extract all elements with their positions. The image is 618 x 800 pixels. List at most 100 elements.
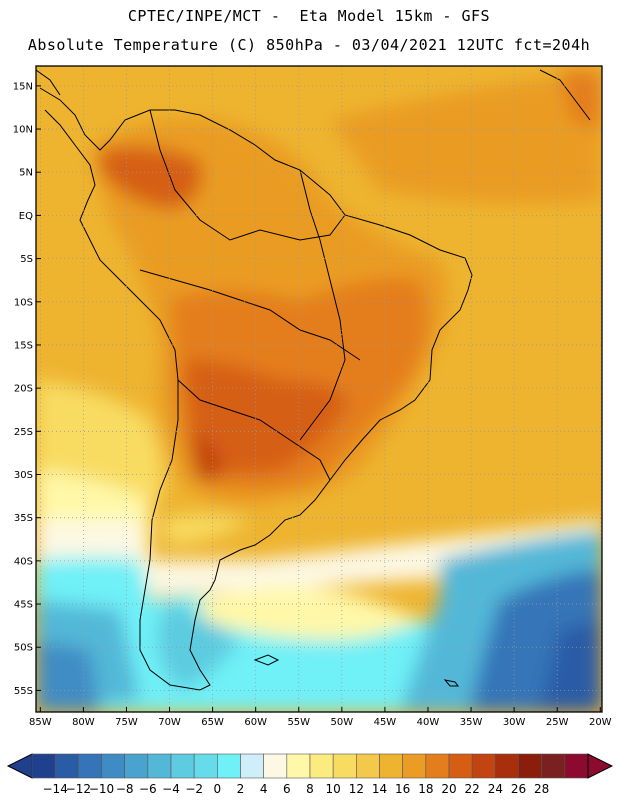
colorbar-label: 18: [418, 782, 433, 796]
colorbar-swatch: [124, 753, 149, 779]
lon-label: 65W: [201, 717, 224, 728]
colorbar-label: 16: [395, 782, 410, 796]
colorbar-swatch: [356, 753, 380, 779]
longitude-labels: 85W 80W 75W 70W 65W 60W 55W 50W 45W 40W 35W 30W 25W 2…: [29, 707, 612, 728]
colorbar-swatch: [379, 753, 403, 779]
lon-label: 55W: [287, 717, 310, 728]
lat-label: 35S: [14, 513, 33, 524]
field-north-hot: [100, 146, 202, 210]
colorbar-swatch: [286, 753, 311, 779]
border-central: [139, 269, 361, 361]
colorbar-label: 10: [326, 782, 341, 796]
colorbar-label: −6: [139, 782, 157, 796]
chart-title: CPTEC/INPE/MCT - Eta Model 15km - GFS: [127, 7, 491, 25]
lat-label: 5N: [19, 168, 33, 179]
colorbar-label: 22: [465, 782, 480, 796]
south-america-outline: [39, 87, 473, 691]
colorbar-under-arrow: [6, 753, 33, 779]
colorbar-swatch: [147, 753, 172, 779]
central-america-outline: [36, 69, 61, 96]
lat-label: 25S: [14, 427, 33, 438]
colorbar-swatch: [309, 753, 334, 779]
field-atlantic-warm: [330, 70, 602, 204]
lon-label: 60W: [244, 717, 267, 728]
colorbar-swatch: [101, 753, 125, 779]
colorbar-swatch: [495, 753, 519, 779]
lat-label: 5S: [20, 254, 33, 265]
colorbar-swatch: [54, 753, 79, 779]
field-cyan: [36, 557, 470, 712]
lon-label: 20W: [589, 717, 612, 728]
colorbar-swatch: [448, 753, 473, 779]
lon-label: 40W: [417, 717, 440, 728]
colorbar-label: −14: [43, 782, 68, 796]
field-patagonia-yellow: [160, 515, 250, 545]
lat-label: 15N: [13, 81, 33, 92]
colorbar-label: 14: [372, 782, 387, 796]
lon-label: 85W: [29, 717, 52, 728]
lon-label: 45W: [374, 717, 397, 728]
field-hotspot: [190, 430, 225, 482]
field-ne-corner: [560, 70, 602, 130]
colorbar-label: −8: [116, 782, 134, 796]
colorbar-label: −4: [162, 782, 180, 796]
latitude-labels: 15N 10N 5N EQ 5S 10S 15S 20S 25S 30S 35S 40S 45S 50S 5…: [13, 81, 41, 697]
colorbar-swatch: [564, 753, 589, 779]
colorbar-swatch: [541, 753, 566, 779]
field-south-yellow: [200, 586, 420, 640]
lon-label: 80W: [72, 717, 95, 728]
colorbar-swatch: [425, 753, 450, 779]
colorbar-swatch: [193, 753, 218, 779]
lat-label: 10N: [13, 125, 33, 136]
lat-label: EQ: [19, 211, 33, 222]
colorbar-label: 28: [534, 782, 549, 796]
colorbar-swatch: [471, 753, 496, 779]
colorbar-swatch: [263, 753, 288, 779]
colorbar-label: 6: [283, 782, 291, 796]
colorbar-label: 26: [511, 782, 526, 796]
temperature-field: [36, 66, 602, 712]
colorbar-over-arrow: [587, 753, 614, 779]
colorbar-label: −10: [89, 782, 114, 796]
colorbar-swatch: [170, 753, 195, 779]
lat-label: 15S: [14, 340, 33, 351]
south-georgia-outline: [443, 679, 459, 687]
border-south: [177, 379, 331, 481]
colorbar-swatch: [78, 753, 102, 779]
lon-label: 50W: [331, 717, 354, 728]
colorbar-label: 0: [214, 782, 222, 796]
falklands-outline: [253, 654, 280, 666]
border-north: [149, 109, 346, 241]
lon-label: 25W: [546, 717, 569, 728]
colorbar: −14−12−10 −8 −6 −4 −2 0 2 4 6 8 10 12 14 16 18 20 22 24 26…: [6, 753, 614, 796]
lon-label: 35W: [460, 717, 483, 728]
colorbar-label: 4: [260, 782, 268, 796]
lat-label: 30S: [14, 470, 33, 481]
lat-label: 50S: [14, 643, 33, 654]
lat-label: 10S: [14, 297, 33, 308]
colorbar-label: 8: [306, 782, 314, 796]
field-cream-band: [36, 520, 602, 600]
colorbar-swatch: [518, 753, 542, 779]
field-se-deepblue: [540, 620, 602, 712]
field-sw-darkblue: [36, 640, 100, 712]
colorbar-label: 2: [237, 782, 245, 796]
colorbar-swatch: [240, 753, 264, 779]
colorbar-label: −12: [66, 782, 91, 796]
lat-label: 20S: [14, 384, 33, 395]
lat-label: 45S: [14, 600, 33, 611]
colorbar-swatch: [332, 753, 357, 779]
field-pacific-yellow: [36, 380, 164, 500]
caribbean-islands-outline: [539, 69, 591, 121]
lat-label: 55S: [14, 686, 33, 697]
lon-label: 70W: [158, 717, 181, 728]
map-frame: [35, 65, 603, 713]
colorbar-swatch: [402, 753, 427, 779]
colorbar-label: 20: [441, 782, 456, 796]
colorbar-label: 12: [349, 782, 364, 796]
colorbar-swatch: [217, 753, 241, 779]
lon-label: 75W: [115, 717, 138, 728]
colorbar-label: −2: [185, 782, 203, 796]
lat-label: 40S: [14, 556, 33, 567]
